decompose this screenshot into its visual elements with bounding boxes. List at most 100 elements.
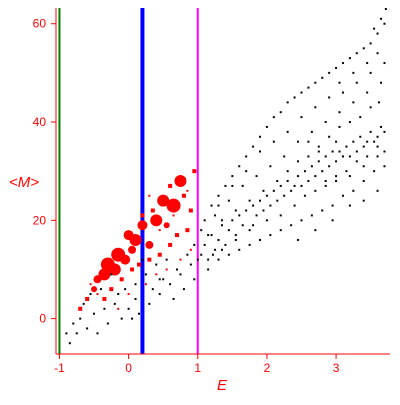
series-group <box>78 169 197 311</box>
data-point <box>341 91 344 94</box>
data-point <box>193 243 196 246</box>
data-point <box>106 322 109 325</box>
data-point <box>335 180 338 182</box>
data-point <box>369 42 372 45</box>
data-point <box>245 209 248 212</box>
data-point <box>262 189 265 192</box>
data-point <box>220 224 223 227</box>
data-point <box>355 81 358 84</box>
data-point <box>207 268 210 271</box>
data-point <box>366 91 369 94</box>
data-point <box>127 293 130 296</box>
data-point <box>324 184 327 187</box>
data-point <box>145 240 154 249</box>
data-point <box>321 76 324 79</box>
data-point <box>252 145 255 148</box>
data-point <box>150 208 155 213</box>
data-point <box>314 175 317 178</box>
data-point <box>352 71 355 74</box>
data-point <box>157 252 162 257</box>
data-point <box>78 306 83 311</box>
data-point <box>328 135 331 138</box>
data-point <box>188 208 193 213</box>
data-point <box>103 307 106 310</box>
data-point <box>272 140 275 143</box>
data-point <box>369 130 372 133</box>
data-point <box>383 165 386 168</box>
data-point <box>147 257 152 262</box>
data-point <box>169 283 172 286</box>
data-point <box>265 219 268 222</box>
data-point <box>272 189 275 192</box>
data-point <box>203 243 206 246</box>
data-point <box>82 302 85 305</box>
data-point <box>117 307 120 310</box>
data-point <box>131 317 134 320</box>
data-point <box>119 277 124 282</box>
data-point <box>376 135 379 138</box>
data-point <box>335 175 338 178</box>
data-point <box>383 22 386 25</box>
data-point <box>317 150 320 153</box>
data-point <box>89 283 92 286</box>
data-point <box>227 253 230 256</box>
data-point <box>279 111 282 114</box>
data-point <box>248 229 251 232</box>
data-point <box>166 198 181 213</box>
data-point <box>297 175 300 178</box>
data-point <box>348 121 351 124</box>
data-point <box>384 7 387 10</box>
data-point <box>214 248 217 251</box>
data-point <box>348 204 351 207</box>
data-point <box>99 288 102 291</box>
data-point <box>369 106 372 109</box>
data-point <box>335 66 338 69</box>
data-point <box>286 180 289 182</box>
data-point <box>355 150 358 153</box>
data-point <box>317 145 320 148</box>
data-point <box>85 296 90 301</box>
data-point <box>335 140 338 143</box>
data-point <box>75 332 78 335</box>
data-point <box>362 165 365 168</box>
data-point <box>185 228 190 233</box>
data-point <box>224 243 227 246</box>
x-axis-title: E <box>217 377 228 394</box>
data-point <box>245 170 248 173</box>
data-point <box>124 288 127 291</box>
data-point <box>120 254 131 265</box>
y-tick-label: 40 <box>33 115 47 129</box>
data-point <box>321 209 324 212</box>
data-point <box>172 214 175 217</box>
data-point <box>211 253 214 256</box>
data-point <box>234 209 237 212</box>
data-point <box>279 229 282 232</box>
data-point <box>300 116 303 119</box>
data-point <box>245 155 248 158</box>
data-point <box>168 183 173 188</box>
data-point <box>231 175 234 178</box>
data-point <box>321 170 324 173</box>
data-point <box>293 204 296 207</box>
data-point <box>265 125 268 128</box>
data-point <box>362 180 365 182</box>
data-point <box>297 238 300 241</box>
data-point <box>252 224 255 227</box>
x-tick-label: 1 <box>194 361 201 375</box>
data-point <box>192 169 197 174</box>
data-point <box>324 180 327 182</box>
data-point <box>324 155 327 158</box>
data-point <box>207 234 210 237</box>
data-point <box>328 165 331 168</box>
data-point <box>137 312 140 315</box>
y-tick-label: 20 <box>33 213 47 227</box>
data-point <box>290 189 293 192</box>
data-point <box>355 160 358 163</box>
data-point <box>331 219 334 222</box>
data-point <box>366 140 369 143</box>
data-point <box>220 248 223 251</box>
data-point <box>255 175 258 178</box>
data-point <box>366 155 369 158</box>
data-point <box>214 214 217 217</box>
